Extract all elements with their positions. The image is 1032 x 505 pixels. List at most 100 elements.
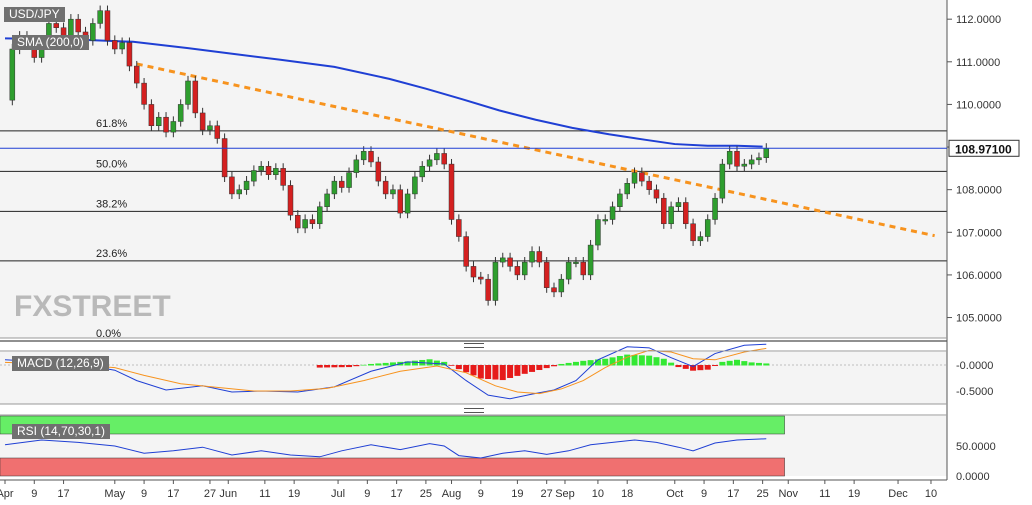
trendline-dashed — [136, 62, 935, 238]
macd-histogram-bar — [492, 365, 499, 380]
macd-histogram-bar — [748, 362, 755, 366]
fib-level-label: 38.2% — [96, 198, 127, 210]
candle-body — [456, 219, 462, 237]
candle-body — [134, 65, 140, 84]
time-tick-label: 19 — [288, 488, 300, 500]
panel-splitter-1[interactable] — [464, 343, 484, 348]
candle-body — [177, 104, 184, 122]
macd-histogram-bar — [331, 365, 338, 368]
rsi-series — [0, 415, 785, 477]
candle-body — [543, 261, 550, 288]
candle-body — [646, 180, 652, 190]
symbol-label[interactable]: USD/JPY — [4, 7, 65, 22]
macd-histogram-bar — [594, 359, 601, 366]
macd-histogram-bar — [624, 354, 631, 366]
candle-body — [748, 159, 755, 165]
candle-body — [587, 244, 594, 276]
candle-body — [265, 165, 272, 176]
macd-histogram-bar — [697, 365, 704, 371]
candle-body — [243, 180, 250, 190]
candle-body — [690, 223, 696, 242]
macd-histogram-bar — [682, 365, 689, 369]
time-tick-label: 25 — [756, 488, 768, 500]
candle-body — [90, 23, 96, 41]
trendline — [136, 62, 935, 238]
time-tick-label: Jul — [331, 488, 345, 500]
candle-body — [675, 202, 682, 207]
macd-indicator-label[interactable]: MACD (12,26,9) — [12, 356, 109, 371]
price-tick-label: 110.0000 — [956, 99, 1001, 111]
candle-body — [170, 121, 177, 133]
macd-histogram-bar — [558, 363, 565, 366]
candle-body — [536, 251, 543, 263]
time-tick-label: Jun — [219, 488, 237, 500]
candle-body — [726, 151, 733, 165]
fib-level-label: 50.0% — [96, 158, 127, 170]
candle-body — [199, 112, 206, 131]
fib-level-label: 61.8% — [96, 118, 127, 130]
macd-histogram-bar — [316, 365, 323, 368]
sma-indicator-label[interactable]: SMA (200,0) — [12, 35, 89, 50]
candle-body — [302, 219, 308, 229]
macd-histogram-bar — [507, 365, 514, 378]
candle-body — [236, 189, 242, 195]
macd-histogram-bar — [631, 354, 638, 366]
time-tick-label: Nov — [778, 488, 798, 500]
candle-body — [463, 236, 469, 267]
candle-body — [419, 165, 425, 178]
macd-tick-label: -0.5000 — [956, 386, 993, 398]
price-panel-bg — [0, 0, 947, 338]
time-tick-label: 18 — [621, 488, 633, 500]
candle-body — [317, 206, 323, 225]
rsi-indicator-label[interactable]: RSI (14,70,30,1) — [12, 424, 111, 439]
macd-histogram-bar — [324, 365, 331, 368]
panel-splitter-2[interactable] — [464, 408, 484, 413]
candle-body — [609, 206, 616, 220]
candle-body — [756, 157, 762, 161]
candle-body — [390, 189, 396, 195]
macd-histogram-bar — [521, 365, 528, 374]
candle-body — [602, 219, 608, 222]
time-tick-label: Aug — [442, 488, 462, 500]
macd-histogram-bar — [726, 360, 733, 366]
candle-body — [273, 168, 279, 176]
macd-panel-bg — [0, 352, 947, 404]
macd-histogram-bar — [719, 361, 726, 366]
candle-body — [229, 176, 235, 195]
macd-histogram-bar — [463, 365, 470, 373]
macd-histogram-bar — [675, 365, 682, 368]
macd-histogram-bar — [353, 365, 360, 367]
candle-body — [595, 219, 601, 246]
price-tick-label: 112.0000 — [956, 14, 1001, 26]
macd-histogram-bar — [360, 364, 367, 366]
candle-body — [382, 180, 389, 195]
candle-body — [126, 42, 133, 67]
candle-body — [119, 42, 125, 50]
candle-body — [668, 206, 674, 225]
macd-histogram-bar — [741, 361, 748, 366]
candle-body — [426, 159, 433, 167]
candle-body — [507, 257, 513, 267]
candle-body — [653, 189, 660, 199]
macd-histogram-bar — [426, 359, 433, 366]
candle-body — [192, 80, 199, 114]
candle-body — [712, 197, 718, 220]
candle-body — [551, 287, 557, 293]
candle-body — [565, 261, 572, 280]
candle-body — [573, 261, 579, 264]
time-tick-label: May — [104, 488, 125, 500]
macd-histogram-bar — [477, 365, 484, 379]
macd-tick-label: -0.0000 — [956, 360, 993, 372]
macd-histogram-bar — [572, 361, 579, 366]
macd-histogram-bar — [668, 362, 675, 366]
time-tick-label: 11 — [259, 488, 270, 500]
macd-histogram-bar — [514, 365, 521, 376]
candle-body — [251, 170, 257, 182]
rsi-oversold-zone — [0, 457, 785, 477]
fib-level-label: 0.0% — [96, 328, 121, 340]
time-tick-label: 11 — [819, 488, 830, 500]
macd-histogram-bar — [529, 365, 536, 372]
candle-body — [68, 18, 74, 37]
price-tick-label: 105.0000 — [956, 313, 1002, 325]
candle-body — [741, 163, 748, 167]
